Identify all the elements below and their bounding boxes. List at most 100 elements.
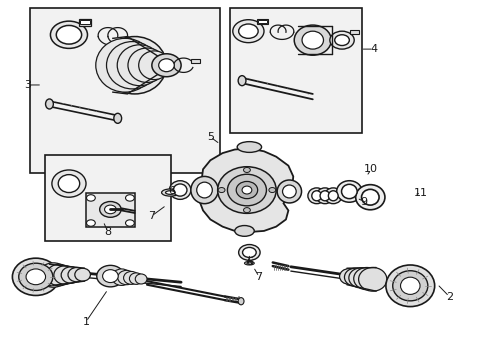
Text: 5: 5: [206, 132, 213, 142]
Ellipse shape: [58, 175, 80, 193]
Ellipse shape: [320, 191, 329, 201]
Ellipse shape: [238, 244, 260, 260]
Ellipse shape: [336, 181, 361, 202]
Ellipse shape: [50, 21, 87, 48]
Ellipse shape: [68, 267, 85, 282]
Bar: [349, 30, 358, 35]
Ellipse shape: [237, 141, 261, 152]
Ellipse shape: [112, 269, 131, 285]
Ellipse shape: [324, 188, 341, 204]
Ellipse shape: [302, 31, 323, 49]
Ellipse shape: [52, 170, 86, 197]
Ellipse shape: [117, 45, 162, 86]
Ellipse shape: [86, 195, 95, 201]
Ellipse shape: [26, 269, 45, 285]
Ellipse shape: [114, 113, 122, 123]
Text: 9: 9: [360, 197, 367, 207]
Ellipse shape: [100, 202, 121, 217]
Bar: [257, 19, 267, 24]
Bar: [190, 59, 199, 63]
Ellipse shape: [118, 270, 135, 285]
Text: 10: 10: [364, 164, 378, 174]
Ellipse shape: [139, 51, 169, 80]
Ellipse shape: [277, 180, 301, 203]
Ellipse shape: [294, 25, 330, 55]
Ellipse shape: [125, 220, 134, 226]
Ellipse shape: [75, 268, 90, 281]
Ellipse shape: [106, 41, 158, 89]
Ellipse shape: [311, 191, 321, 201]
Polygon shape: [199, 148, 293, 232]
Ellipse shape: [348, 268, 372, 288]
Ellipse shape: [102, 270, 118, 283]
Ellipse shape: [353, 267, 379, 290]
Ellipse shape: [242, 186, 251, 194]
Text: 7: 7: [255, 272, 262, 282]
Ellipse shape: [234, 226, 254, 236]
Bar: [79, 19, 91, 26]
Ellipse shape: [243, 208, 250, 213]
Ellipse shape: [238, 76, 245, 86]
Ellipse shape: [355, 185, 384, 210]
Ellipse shape: [242, 247, 256, 257]
Bar: [30, 8, 220, 173]
Bar: [258, 20, 266, 23]
Ellipse shape: [46, 264, 72, 286]
Ellipse shape: [103, 37, 166, 94]
Text: 6: 6: [245, 257, 252, 267]
Ellipse shape: [400, 277, 419, 294]
Ellipse shape: [217, 167, 276, 213]
Ellipse shape: [190, 176, 218, 204]
Ellipse shape: [358, 267, 386, 291]
Ellipse shape: [39, 263, 68, 287]
Ellipse shape: [169, 181, 190, 199]
Ellipse shape: [19, 263, 53, 291]
Ellipse shape: [61, 267, 81, 283]
Ellipse shape: [135, 274, 147, 284]
Ellipse shape: [173, 184, 186, 196]
Text: 2: 2: [445, 292, 452, 302]
Ellipse shape: [344, 268, 365, 286]
Ellipse shape: [316, 188, 333, 204]
Ellipse shape: [334, 35, 348, 45]
Ellipse shape: [125, 195, 134, 201]
Ellipse shape: [123, 271, 139, 284]
Text: 7: 7: [148, 211, 155, 221]
Ellipse shape: [246, 262, 251, 264]
Ellipse shape: [129, 273, 143, 284]
Ellipse shape: [12, 258, 59, 296]
Ellipse shape: [165, 191, 175, 194]
Ellipse shape: [307, 188, 325, 204]
Ellipse shape: [341, 184, 356, 199]
Text: 4: 4: [369, 44, 377, 54]
Ellipse shape: [238, 24, 258, 39]
Text: 1: 1: [82, 317, 89, 327]
Ellipse shape: [236, 181, 257, 199]
Ellipse shape: [232, 20, 264, 42]
Ellipse shape: [152, 54, 181, 77]
Ellipse shape: [328, 191, 337, 201]
Text: 8: 8: [104, 227, 111, 237]
Bar: [229, 8, 361, 134]
Ellipse shape: [218, 188, 224, 193]
Ellipse shape: [282, 185, 296, 198]
Ellipse shape: [128, 48, 165, 82]
Ellipse shape: [45, 99, 53, 109]
Ellipse shape: [196, 182, 212, 198]
Text: 6: 6: [167, 186, 175, 196]
Ellipse shape: [268, 188, 275, 193]
Ellipse shape: [158, 59, 174, 72]
Bar: [80, 21, 90, 24]
Ellipse shape: [244, 261, 254, 265]
Ellipse shape: [86, 220, 95, 226]
Bar: [86, 193, 135, 226]
Ellipse shape: [238, 298, 244, 305]
Ellipse shape: [243, 167, 250, 172]
Text: 3: 3: [24, 80, 31, 90]
Ellipse shape: [54, 266, 76, 284]
Ellipse shape: [392, 271, 427, 301]
Ellipse shape: [104, 205, 116, 214]
Ellipse shape: [97, 265, 124, 287]
Ellipse shape: [56, 26, 81, 44]
Ellipse shape: [385, 265, 434, 307]
